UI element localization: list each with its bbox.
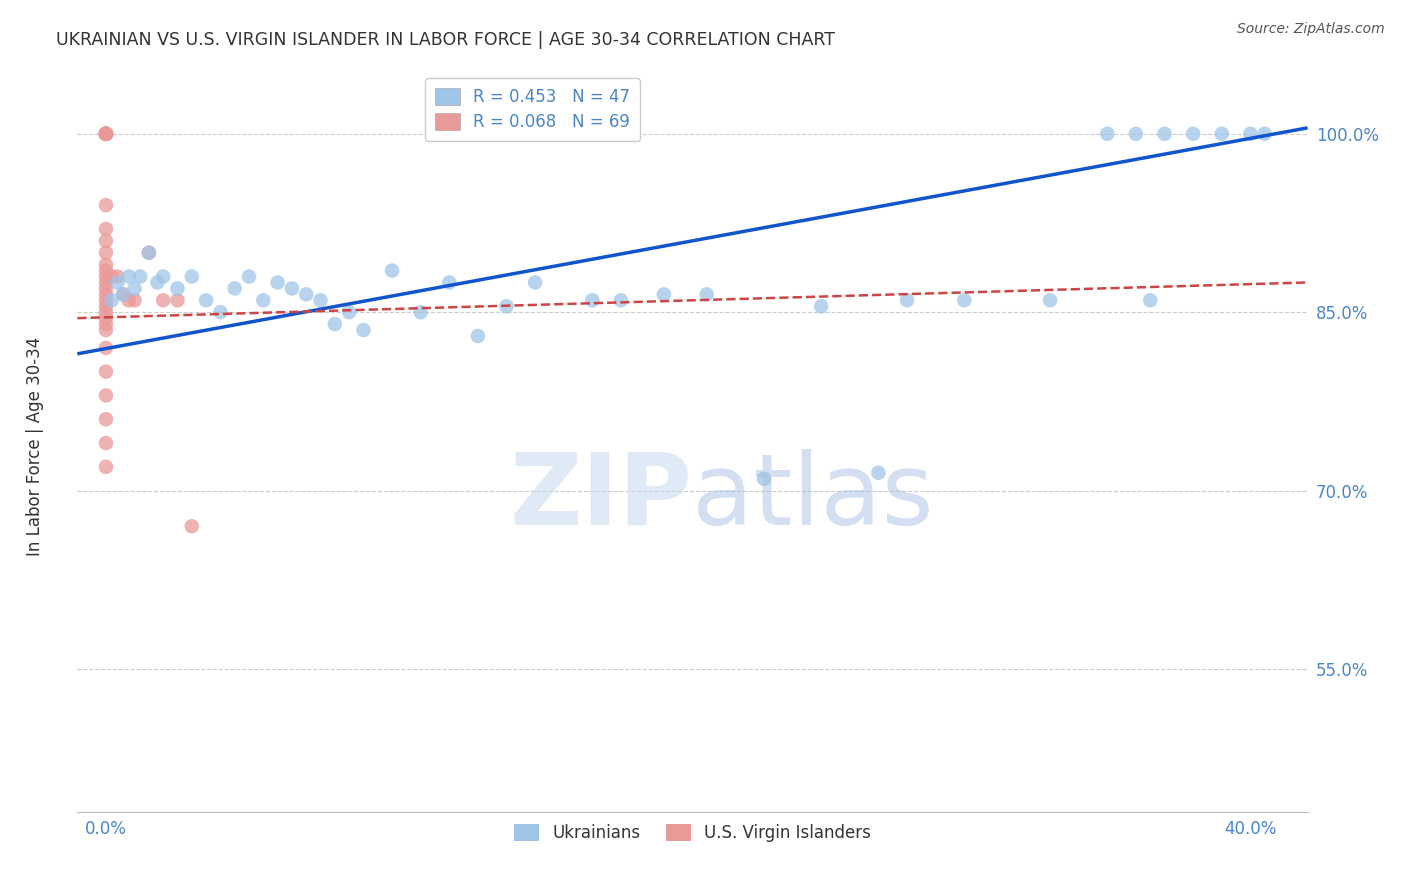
Point [309, 293, 332, 308]
Point [495, 299, 517, 313]
Point [166, 293, 188, 308]
Point [94, 459, 117, 474]
Point [1182, 127, 1205, 141]
Point [124, 293, 146, 308]
Point [266, 276, 288, 290]
Point [896, 293, 918, 308]
Point [94, 127, 117, 141]
Point [1139, 293, 1161, 308]
Point [94, 258, 117, 272]
Point [94, 127, 117, 141]
Point [94, 365, 117, 379]
Point [195, 293, 218, 308]
Point [94, 287, 117, 301]
Point [323, 317, 346, 331]
Point [1239, 127, 1261, 141]
Point [810, 299, 832, 313]
Point [94, 245, 117, 260]
Point [152, 293, 174, 308]
Point [94, 305, 117, 319]
Point [752, 472, 775, 486]
Text: atlas: atlas [693, 449, 934, 546]
Point [652, 287, 675, 301]
Point [610, 293, 633, 308]
Point [180, 519, 202, 533]
Point [337, 305, 360, 319]
Point [94, 341, 117, 355]
Point [94, 127, 117, 141]
Text: Source: ZipAtlas.com: Source: ZipAtlas.com [1237, 22, 1385, 37]
Point [94, 293, 117, 308]
Point [94, 198, 117, 212]
Point [439, 276, 461, 290]
Point [94, 234, 117, 248]
Point [352, 323, 374, 337]
Text: In Labor Force | Age 30-34: In Labor Force | Age 30-34 [27, 336, 44, 556]
Point [94, 269, 117, 284]
Point [94, 311, 117, 326]
Point [94, 281, 117, 295]
Point [953, 293, 976, 308]
Point [224, 281, 246, 295]
Point [295, 287, 318, 301]
Point [100, 293, 122, 308]
Point [696, 287, 718, 301]
Point [146, 276, 169, 290]
Point [180, 269, 202, 284]
Point [1097, 127, 1119, 141]
Point [94, 299, 117, 313]
Point [581, 293, 603, 308]
Point [94, 436, 117, 450]
Point [118, 269, 141, 284]
Point [94, 276, 117, 290]
Point [94, 317, 117, 331]
Point [152, 269, 174, 284]
Point [124, 281, 146, 295]
Point [118, 293, 141, 308]
Point [524, 276, 547, 290]
Text: UKRAINIAN VS U.S. VIRGIN ISLANDER IN LABOR FORCE | AGE 30-34 CORRELATION CHART: UKRAINIAN VS U.S. VIRGIN ISLANDER IN LAB… [56, 31, 835, 49]
Point [112, 287, 135, 301]
Point [94, 263, 117, 277]
Point [1211, 127, 1233, 141]
Point [381, 263, 404, 277]
Point [94, 127, 117, 141]
Point [1253, 127, 1275, 141]
Point [94, 388, 117, 402]
Legend: Ukrainians, U.S. Virgin Islanders: Ukrainians, U.S. Virgin Islanders [508, 817, 877, 848]
Point [409, 305, 432, 319]
Point [94, 412, 117, 426]
Point [238, 269, 260, 284]
Point [1125, 127, 1147, 141]
Point [94, 127, 117, 141]
Point [209, 305, 232, 319]
Point [138, 245, 160, 260]
Point [281, 281, 304, 295]
Point [166, 281, 188, 295]
Point [94, 323, 117, 337]
Point [105, 269, 128, 284]
Point [94, 127, 117, 141]
Point [138, 245, 160, 260]
Point [1039, 293, 1062, 308]
Point [467, 329, 489, 343]
Point [94, 127, 117, 141]
Point [94, 222, 117, 236]
Point [868, 466, 890, 480]
Point [1153, 127, 1175, 141]
Point [129, 269, 152, 284]
Point [94, 127, 117, 141]
Point [252, 293, 274, 308]
Point [105, 276, 128, 290]
Point [100, 269, 122, 284]
Text: ZIP: ZIP [509, 449, 693, 546]
Point [112, 287, 135, 301]
